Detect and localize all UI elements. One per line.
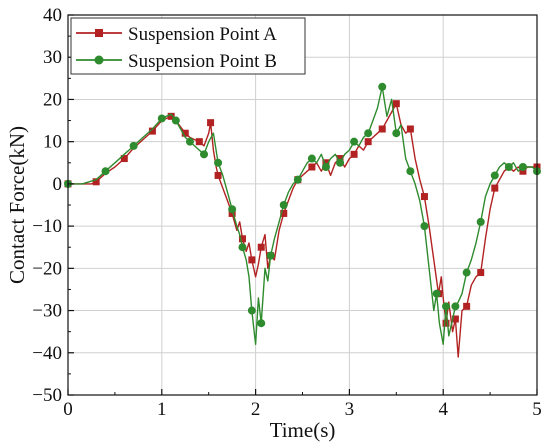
legend-box: [70, 17, 306, 75]
y-tick-label: 20: [43, 89, 62, 110]
data-point: [392, 100, 400, 108]
data-point: [101, 167, 110, 176]
data-point: [378, 82, 387, 91]
data-point: [214, 158, 223, 167]
data-point: [406, 167, 415, 176]
y-tick-label: 30: [43, 47, 62, 68]
data-point: [214, 171, 222, 179]
data-point: [92, 178, 100, 186]
data-point: [462, 268, 471, 277]
data-point: [451, 302, 460, 311]
data-point: [477, 269, 485, 277]
data-point: [167, 112, 175, 120]
legend: Suspension Point A Suspension Point B: [70, 17, 306, 75]
data-point: [157, 114, 166, 123]
data-point: [307, 154, 316, 163]
y-tick-label: −10: [32, 216, 62, 237]
data-point: [504, 163, 513, 171]
y-tick-label: −40: [32, 343, 62, 364]
x-tick-label: 3: [345, 399, 355, 420]
data-point: [322, 159, 330, 167]
data-point: [279, 201, 288, 209]
axis-ticks: 0 1 2 3 4 5 −50 −40 −30 −20 −10 0 10 20 30 40: [32, 5, 541, 420]
data-point: [257, 243, 265, 251]
series-layer: [64, 82, 541, 358]
data-point: [336, 155, 344, 163]
y-tick-label: 0: [53, 174, 63, 195]
data-point: [238, 235, 246, 243]
data-point: [129, 141, 138, 150]
data-point: [171, 116, 180, 125]
data-point: [463, 302, 471, 310]
data-point: [293, 175, 302, 184]
data-point: [350, 137, 359, 146]
data-point: [392, 129, 401, 138]
data-point: [321, 163, 330, 171]
data-point: [228, 209, 236, 217]
x-tick-label: 2: [251, 399, 261, 420]
y-tick-label: −30: [32, 301, 62, 322]
data-point: [364, 129, 373, 138]
data-point: [442, 319, 450, 327]
x-tick-label: 5: [532, 399, 542, 420]
legend-square-marker-icon: [95, 29, 103, 37]
x-tick-label: 4: [438, 399, 448, 420]
data-point: [120, 155, 128, 163]
data-point: [350, 150, 358, 158]
series-a: [64, 100, 541, 358]
data-point: [248, 256, 256, 264]
data-point: [195, 138, 203, 146]
data-point: [308, 163, 316, 171]
data-point: [490, 171, 499, 180]
data-point: [476, 217, 485, 226]
y-tick-label: −50: [32, 385, 62, 406]
data-point: [238, 243, 247, 252]
data-point: [280, 209, 288, 217]
data-point: [257, 319, 266, 328]
data-point: [420, 193, 428, 201]
y-tick-label: −20: [32, 258, 62, 279]
data-point: [378, 125, 386, 133]
data-point: [519, 167, 527, 175]
series-b: [64, 82, 541, 345]
data-point: [207, 119, 215, 127]
x-tick-label: 1: [157, 399, 167, 420]
data-point: [451, 315, 459, 323]
data-point: [364, 138, 372, 146]
data-point: [181, 129, 189, 137]
legend-label-series-b: Suspension Point B: [128, 51, 277, 72]
data-point: [247, 306, 256, 315]
legend-circle-marker-icon: [94, 55, 104, 65]
data-point: [432, 289, 441, 298]
data-point: [420, 222, 429, 231]
data-point: [442, 302, 451, 311]
y-tick-label: 10: [43, 132, 62, 153]
data-point: [266, 251, 275, 260]
data-point: [148, 127, 156, 135]
y-tick-label: 40: [43, 5, 62, 26]
x-axis-label: Time(s): [270, 418, 336, 442]
data-point: [228, 205, 237, 214]
y-axis-label: Contact Force(kN): [5, 126, 29, 284]
x-tick-label: 0: [63, 399, 73, 420]
data-point: [200, 150, 209, 159]
data-point: [336, 158, 345, 167]
data-point: [518, 163, 527, 171]
legend-label-series-a: Suspension Point A: [128, 24, 277, 45]
data-point: [491, 184, 499, 192]
data-point: [185, 137, 194, 146]
data-point: [406, 125, 414, 133]
